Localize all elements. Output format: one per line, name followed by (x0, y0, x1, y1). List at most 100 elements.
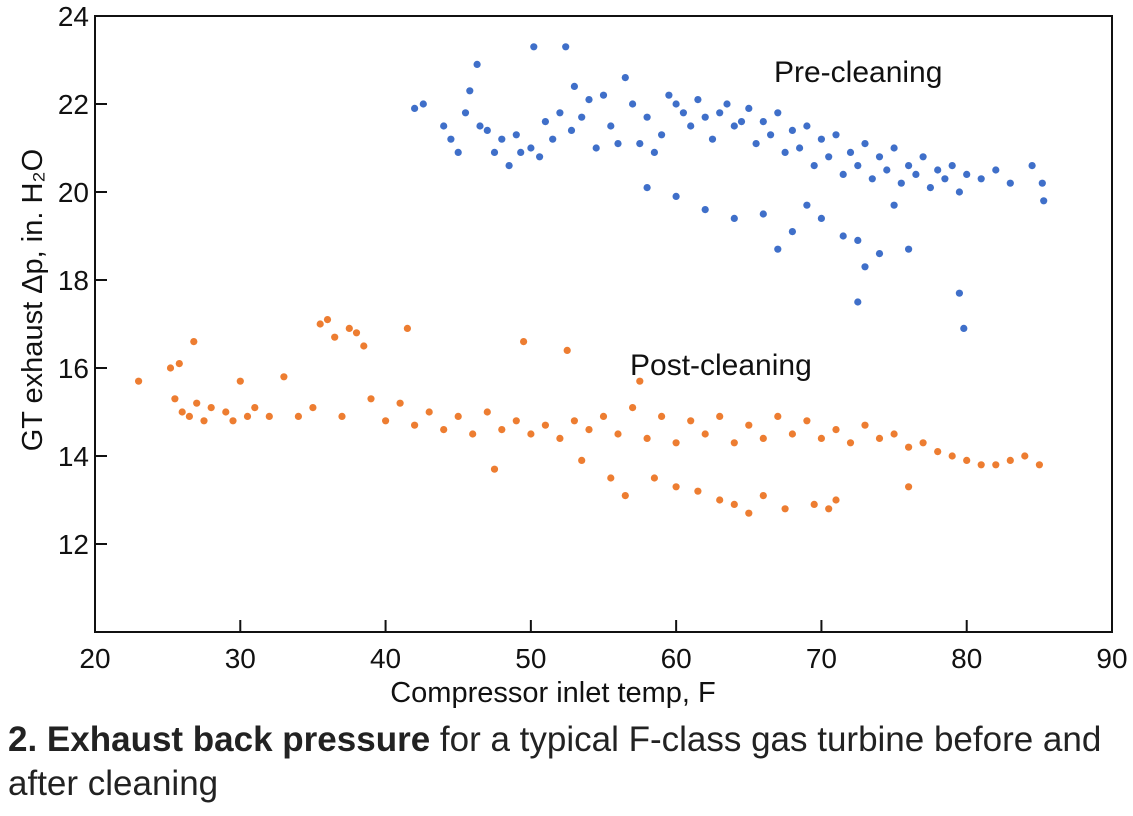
pre-cleaning-point (607, 122, 615, 130)
post-cleaning-point (243, 412, 252, 420)
pre-cleaning-point (861, 263, 869, 271)
post-cleaning-point (166, 364, 175, 372)
y-tick-label: 22 (58, 89, 89, 120)
post-cleaning-point (367, 395, 375, 403)
pre-cleaning-point (912, 170, 920, 178)
post-cleaning-point (846, 439, 855, 447)
pre-cleaning-point (419, 100, 427, 108)
y-tick-label: 12 (58, 529, 89, 560)
y-axis-title: GT exhaust Δp, in. H₂O (17, 149, 49, 452)
pre-cleaning-point (411, 104, 419, 112)
pre-cleaning-point (730, 214, 738, 222)
post-cleaning-point (1021, 452, 1029, 460)
pre-cleaning-point (1038, 179, 1046, 187)
pre-cleaning-point (788, 126, 797, 134)
post-cleaning-point (541, 421, 550, 429)
post-cleaning-point (788, 430, 797, 438)
pre-cleaning-point (665, 91, 673, 99)
post-cleaning-point (614, 430, 622, 438)
pre-cleaning-point (567, 126, 576, 134)
post-cleaning-point (556, 434, 564, 442)
post-cleaning-point (948, 452, 956, 460)
pre-cleaning-point (788, 228, 797, 236)
post-cleaning-point (382, 417, 390, 425)
pre-cleaning-point (854, 162, 862, 170)
pre-cleaning-point (708, 135, 717, 143)
pre-cleaning-point (621, 74, 629, 82)
post-cleaning-point (607, 474, 615, 482)
post-cleaning-point (585, 426, 593, 434)
post-cleaning-point (694, 487, 702, 495)
post-cleaning-point (992, 461, 1000, 469)
pre-cleaning-point (1040, 197, 1048, 205)
y-axis: 12 14 16 18 20 22 24 (58, 1, 107, 560)
post-cleaning-point (440, 426, 448, 434)
post-cleaning-point (207, 404, 215, 412)
pre-cleaning-point (701, 206, 709, 214)
post-cleaning-point (294, 412, 302, 420)
post-cleaning-point (759, 492, 767, 500)
post-cleaning-point (563, 346, 571, 354)
pre-cleaning-point (672, 100, 680, 108)
pre-cleaning-point (737, 118, 746, 126)
post-cleaning-point (781, 505, 789, 513)
post-cleaning-point (1006, 456, 1014, 464)
y-tick-label: 14 (58, 441, 89, 472)
post-cleaning-point (905, 443, 913, 451)
post-cleaning-point (817, 434, 826, 442)
pre-cleaning-point (636, 140, 644, 148)
post-cleaning-point (280, 373, 288, 381)
pre-cleaning-point (454, 148, 462, 156)
pre-cleaning-point (759, 118, 767, 126)
pre-cleaning-point (934, 166, 942, 174)
pre-cleaning-point (883, 166, 891, 174)
post-cleaning-point (875, 434, 884, 442)
pre-cleaning-point (505, 162, 513, 170)
pre-cleaning-point (890, 201, 898, 209)
pre-cleaning-point (643, 184, 651, 192)
pre-cleaning-point (905, 245, 913, 253)
post-cleaning-point (185, 412, 193, 420)
post-cleaning-point (650, 474, 659, 482)
post-cleaning-point (338, 412, 346, 420)
post-cleaning-point (774, 412, 782, 420)
series-label-pre-cleaning: Pre-cleaning (774, 56, 942, 89)
pre-cleaning-point (977, 175, 985, 183)
pre-cleaning-point (679, 109, 688, 117)
post-cleaning-point (832, 496, 840, 504)
post-cleaning-point (251, 404, 259, 412)
pre-cleaning-point (694, 96, 702, 104)
post-cleaning-point (825, 505, 833, 513)
post-cleaning-point (745, 421, 753, 429)
pre-cleaning-point (556, 109, 564, 117)
post-cleaning-point (672, 439, 680, 447)
pre-cleaning-point (890, 144, 898, 152)
post-cleaning-point (352, 329, 361, 337)
post-cleaning-point (672, 483, 680, 491)
post-cleaning-point (643, 434, 651, 442)
post-cleaning-point (193, 399, 201, 407)
pre-cleaning-point (490, 148, 499, 156)
pre-cleaning-point (752, 140, 760, 148)
post-cleaning-point (309, 404, 317, 412)
pre-cleaning-point (716, 109, 724, 117)
x-tick-label: 90 (1096, 643, 1127, 674)
series-post-cleaning (135, 316, 1043, 517)
post-cleaning-point (810, 500, 818, 508)
pre-cleaning-point (774, 245, 782, 253)
pre-cleaning-point (905, 162, 913, 170)
pre-cleaning-point (955, 188, 964, 196)
pre-cleaning-point (875, 153, 884, 161)
pre-cleaning-point (897, 179, 905, 187)
pre-cleaning-point (527, 144, 535, 152)
post-cleaning-point (490, 465, 499, 473)
pre-cleaning-point (774, 109, 782, 117)
post-cleaning-point (171, 395, 179, 403)
post-cleaning-point (701, 430, 709, 438)
pre-cleaning-point (483, 126, 491, 134)
pre-cleaning-point (517, 148, 525, 156)
pre-cleaning-point (629, 100, 637, 108)
pre-cleaning-point (701, 113, 709, 121)
post-cleaning-point (890, 430, 898, 438)
pre-cleaning-point (839, 170, 847, 178)
